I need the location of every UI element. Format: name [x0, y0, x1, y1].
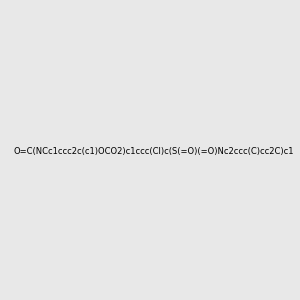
Text: O=C(NCc1ccc2c(c1)OCO2)c1ccc(Cl)c(S(=O)(=O)Nc2ccc(C)cc2C)c1: O=C(NCc1ccc2c(c1)OCO2)c1ccc(Cl)c(S(=O)(=… — [14, 147, 294, 156]
